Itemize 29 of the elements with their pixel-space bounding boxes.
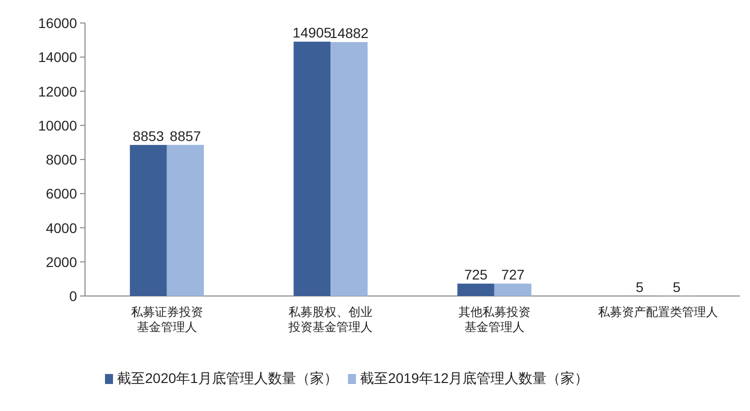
x-tick-label: 私募股权、创业投资基金管理人 [288,305,373,334]
data-label: 8853 [132,128,164,144]
x-tick-label: 其他私募投资基金管理人 [458,305,530,334]
bar [330,42,368,296]
x-tick-label: 私募资产配置类管理人 [598,305,718,319]
legend-label: 截至2019年12月底管理人数量（家） [360,370,589,386]
bar [494,284,532,296]
bar [294,42,331,296]
data-label: 14882 [330,25,369,42]
y-tick-label: 2000 [46,254,78,270]
bar [130,144,167,296]
data-label: 727 [501,266,525,283]
data-label: 8857 [170,128,202,144]
y-tick-label: 4000 [46,220,78,236]
y-tick-label: 0 [69,288,78,304]
y-tick-label: 6000 [46,186,78,202]
y-tick-label: 16000 [38,15,78,31]
y-tick-label: 10000 [38,117,78,134]
x-tick-label: 私募证券投资基金管理人 [130,305,203,334]
data-label: 725 [464,266,488,283]
data-label: 5 [636,278,644,295]
y-tick-label: 8000 [46,152,78,168]
bar [457,284,494,296]
y-tick-label: 12000 [38,83,78,100]
legend-label: 截至2020年1月底管理人数量（家） [117,370,338,386]
y-tick-label: 14000 [38,49,78,66]
data-label: 5 [672,278,681,295]
bar [166,144,204,296]
data-label: 14905 [292,24,332,41]
